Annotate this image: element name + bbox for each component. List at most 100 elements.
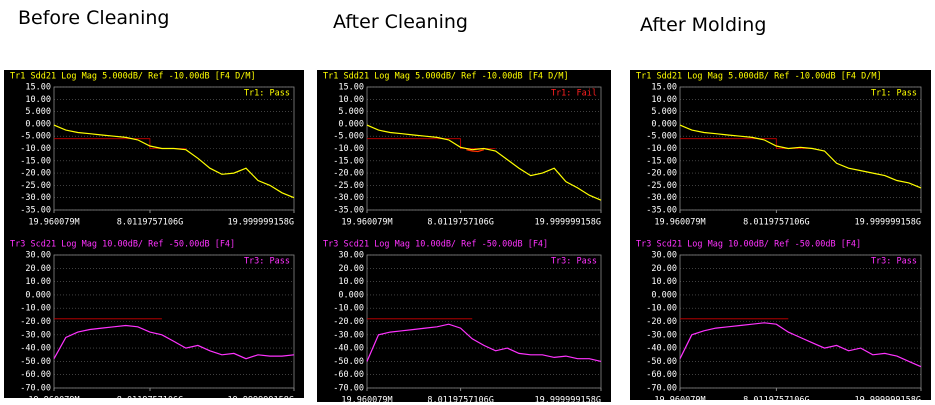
- y-tick-label: -35.00: [646, 206, 677, 216]
- x-tick-label: 8.0119757106G: [427, 396, 494, 405]
- y-tick-label: -15.00: [646, 156, 677, 166]
- y-tick-label: -10.00: [646, 144, 677, 154]
- y-tick-label: -20.00: [20, 317, 51, 327]
- y-tick-label: 0.000: [651, 290, 677, 300]
- y-tick-label: -70.00: [646, 384, 677, 394]
- y-tick-label: -40.00: [20, 344, 51, 354]
- y-tick-label: -20.00: [333, 169, 364, 179]
- y-tick-label: 5.000: [338, 107, 364, 117]
- x-tick-label: 8.0119757106G: [427, 218, 494, 228]
- y-tick-label: 0.000: [651, 119, 677, 129]
- y-tick-label: 10.00: [651, 277, 677, 287]
- x-tick-label: 19.960079M: [341, 396, 392, 405]
- y-tick-label: -20.00: [20, 169, 51, 179]
- y-tick-label: -20.00: [646, 317, 677, 327]
- trace-line: [366, 124, 602, 201]
- y-tick-label: 20.00: [25, 264, 51, 274]
- y-tick-label: 20.00: [338, 264, 364, 274]
- x-tick-label: 8.0119757106G: [117, 218, 184, 228]
- trace-header: Tr3 Scd21 Log Mag 10.00dB/ Ref -50.00dB …: [323, 240, 548, 250]
- x-tick-label: 19.999999158G: [854, 218, 921, 228]
- y-tick-label: -50.00: [646, 357, 677, 367]
- y-tick-label: 30.00: [25, 251, 51, 261]
- plot-frame: [53, 254, 295, 389]
- y-tick-label: 15.00: [25, 83, 51, 93]
- trace-status: Tr3: Pass: [551, 257, 597, 267]
- y-tick-label: -30.00: [333, 330, 364, 340]
- y-tick-label: -15.00: [20, 156, 51, 166]
- y-tick-label: 30.00: [338, 251, 364, 261]
- trace-status: Tr1: Fail: [551, 89, 597, 99]
- y-tick-label: -10.00: [20, 304, 51, 314]
- trace-line: [366, 323, 602, 362]
- y-tick-label: -10.00: [646, 304, 677, 314]
- y-tick-label: -25.00: [646, 181, 677, 191]
- y-tick-label: -5.000: [333, 132, 364, 142]
- trace-line: [679, 124, 922, 189]
- y-tick-label: 5.000: [25, 107, 51, 117]
- y-tick-label: 10.00: [25, 95, 51, 105]
- y-tick-label: -30.00: [646, 193, 677, 203]
- trace-line: [466, 149, 485, 153]
- x-tick-label: 8.0119757106G: [743, 218, 810, 228]
- y-tick-label: 5.000: [651, 107, 677, 117]
- y-tick-label: -25.00: [20, 181, 51, 191]
- trace-status: Tr1: Pass: [871, 89, 917, 99]
- trace-status: Tr3: Pass: [871, 257, 917, 267]
- plot-frame: [53, 86, 295, 211]
- y-tick-label: -10.00: [20, 144, 51, 154]
- column-heading: After Molding: [640, 14, 766, 36]
- trace-header: Tr1 Sdd21 Log Mag 5.000dB/ Ref -10.00dB …: [323, 72, 569, 82]
- y-tick-label: 10.00: [338, 277, 364, 287]
- y-tick-label: 0.000: [25, 290, 51, 300]
- y-tick-label: -40.00: [333, 344, 364, 354]
- y-tick-label: 15.00: [651, 83, 677, 93]
- plot-frame: [679, 86, 922, 211]
- trace-line: [53, 324, 295, 360]
- y-tick-label: 0.000: [25, 119, 51, 129]
- y-tick-label: -60.00: [20, 370, 51, 380]
- y-tick-label: -20.00: [646, 169, 677, 179]
- trace-header: Tr1 Sdd21 Log Mag 5.000dB/ Ref -10.00dB …: [636, 72, 882, 82]
- y-tick-label: -10.00: [333, 304, 364, 314]
- trace-line: [53, 124, 295, 199]
- y-tick-label: -5.000: [646, 132, 677, 142]
- y-tick-label: 0.000: [338, 119, 364, 129]
- panel-background: [317, 70, 611, 402]
- column-heading: Before Cleaning: [18, 7, 169, 29]
- y-tick-label: -50.00: [333, 357, 364, 367]
- y-tick-label: 10.00: [25, 277, 51, 287]
- trace-status: Tr1: Pass: [244, 89, 290, 99]
- x-tick-label: 19.960079M: [28, 218, 79, 228]
- x-tick-label: 19.999999158G: [534, 396, 601, 405]
- x-tick-label: 19.960079M: [654, 396, 705, 405]
- trace-header: Tr3 Scd21 Log Mag 10.00dB/ Ref -50.00dB …: [10, 240, 235, 250]
- y-tick-label: -30.00: [646, 330, 677, 340]
- y-tick-label: 10.00: [338, 95, 364, 105]
- x-tick-label: 19.960079M: [654, 218, 705, 228]
- x-tick-label: 19.999999158G: [227, 218, 294, 228]
- y-tick-label: -10.00: [333, 144, 364, 154]
- y-tick-label: 30.00: [651, 251, 677, 261]
- y-tick-label: 0.000: [338, 290, 364, 300]
- y-tick-label: -30.00: [20, 193, 51, 203]
- trace-header: Tr3 Scd21 Log Mag 10.00dB/ Ref -50.00dB …: [636, 240, 861, 250]
- plot-frame: [366, 254, 602, 389]
- y-tick-label: 10.00: [651, 95, 677, 105]
- y-tick-label: -5.000: [20, 132, 51, 142]
- y-tick-label: -70.00: [333, 384, 364, 394]
- y-tick-label: -40.00: [646, 344, 677, 354]
- y-tick-label: -20.00: [333, 317, 364, 327]
- plot-frame: [366, 86, 602, 211]
- y-tick-label: -30.00: [20, 330, 51, 340]
- column-heading: After Cleaning: [333, 11, 468, 33]
- y-tick-label: -30.00: [333, 193, 364, 203]
- trace-header: Tr1 Sdd21 Log Mag 5.000dB/ Ref -10.00dB …: [10, 72, 256, 82]
- y-tick-label: -25.00: [333, 181, 364, 191]
- plot-frame: [679, 254, 922, 389]
- y-tick-label: -35.00: [20, 206, 51, 216]
- x-tick-label: 19.999999158G: [534, 218, 601, 228]
- x-tick-label: 19.960079M: [341, 218, 392, 228]
- y-tick-label: -15.00: [333, 156, 364, 166]
